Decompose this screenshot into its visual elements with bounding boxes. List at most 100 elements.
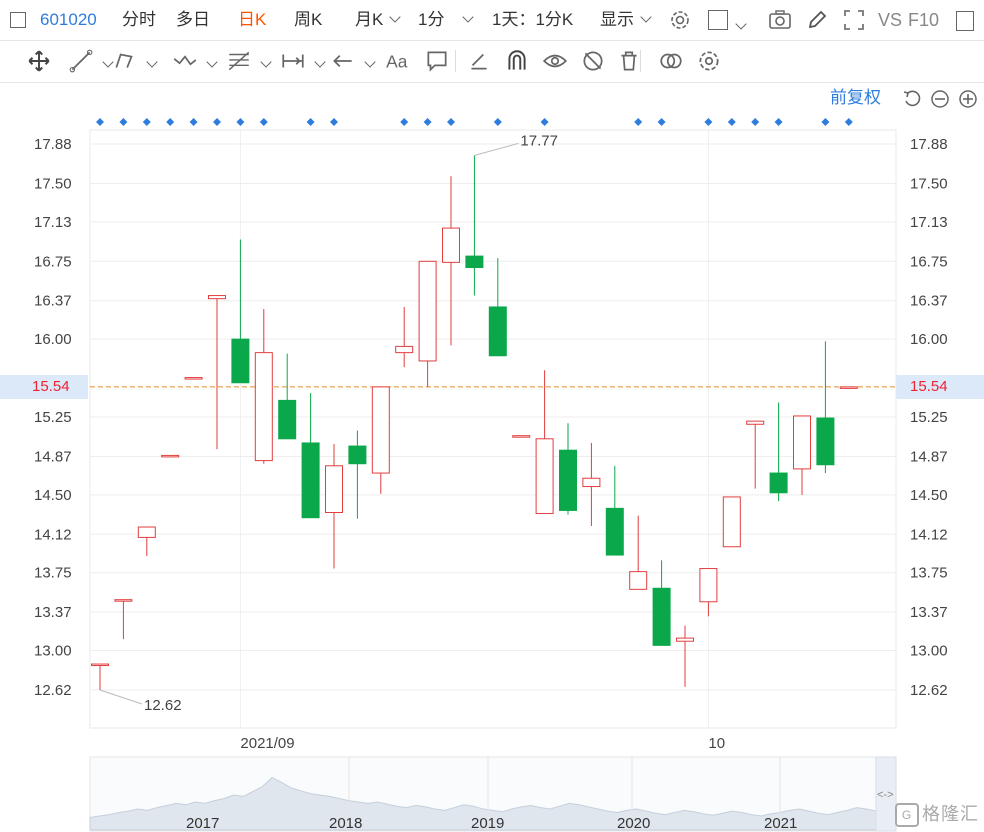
vs-button[interactable]: VS (878, 10, 903, 30)
navigator-window-handle[interactable] (875, 756, 897, 832)
candlestick[interactable] (512, 435, 531, 438)
candlestick[interactable] (699, 568, 718, 617)
zoom-out-icon[interactable] (930, 89, 950, 109)
event-marker-icon[interactable] (657, 118, 666, 126)
tool-trash[interactable] (612, 40, 652, 82)
candlestick[interactable] (395, 306, 414, 368)
candlestick[interactable] (418, 260, 437, 387)
candlestick[interactable] (161, 454, 180, 458)
tool-move[interactable] (22, 40, 62, 82)
event-marker-icon[interactable] (330, 118, 338, 126)
event-marker-icon[interactable] (447, 118, 455, 126)
candlestick[interactable] (254, 309, 273, 464)
candlestick[interactable] (348, 430, 367, 519)
tab-intraday[interactable]: 分时 (122, 10, 156, 29)
tool-polyline[interactable] (108, 40, 158, 82)
event-marker-icon[interactable] (844, 118, 853, 126)
display-select[interactable]: 显示 (600, 0, 652, 40)
candlestick[interactable] (746, 420, 765, 489)
tab-monthly-k[interactable]: 月K (355, 0, 402, 40)
candlestick[interactable] (325, 443, 343, 569)
candlestick[interactable] (676, 625, 694, 687)
tool-magnet[interactable] (500, 40, 540, 82)
tool-pen[interactable] (462, 40, 502, 82)
candlestick[interactable] (722, 496, 741, 548)
candlestick[interactable] (278, 353, 297, 440)
candlestick[interactable] (137, 526, 156, 557)
event-marker-icon[interactable] (96, 118, 104, 126)
candle-body (137, 526, 156, 538)
layout-icon[interactable] (708, 10, 728, 30)
candlestick[interactable] (465, 155, 484, 296)
camera-icon[interactable] (768, 9, 792, 31)
event-marker-icon[interactable] (236, 118, 245, 126)
candlestick[interactable] (582, 442, 601, 526)
pen-icon[interactable] (806, 9, 828, 31)
event-marker-icon[interactable] (634, 118, 643, 126)
settings-icon[interactable] (668, 8, 692, 32)
event-marker-icon[interactable] (540, 118, 549, 126)
candlestick[interactable] (184, 377, 203, 380)
event-marker-icon[interactable] (189, 118, 198, 126)
interval-select[interactable]: 1天：1分K (492, 10, 574, 29)
candlestick[interactable] (301, 393, 320, 519)
reset-icon[interactable] (902, 89, 922, 109)
candlestick[interactable] (629, 515, 648, 590)
candlestick[interactable] (839, 386, 858, 389)
candlestick[interactable] (793, 415, 811, 495)
tool-arrow[interactable] (326, 40, 376, 82)
event-marker-icon[interactable] (423, 118, 432, 126)
candlestick[interactable] (816, 341, 835, 474)
event-marker-icon[interactable] (727, 118, 736, 126)
candlestick[interactable] (442, 176, 460, 346)
event-marker-icon[interactable] (493, 118, 502, 126)
event-marker-icon[interactable] (704, 118, 713, 126)
tool-comment[interactable] (420, 40, 460, 82)
minute-select[interactable]: 1分 (418, 0, 475, 40)
tool-line[interactable] (64, 40, 114, 82)
candlestick[interactable] (371, 386, 390, 494)
drag-handle-icon[interactable]: <-> (877, 789, 894, 801)
navigator-year-label: 2021 (764, 815, 797, 832)
event-marker-icon[interactable] (751, 118, 760, 126)
candlestick[interactable] (769, 402, 788, 502)
event-marker-icon[interactable] (142, 118, 151, 126)
event-marker-icon[interactable] (400, 118, 409, 126)
sidebar-toggle-icon[interactable] (10, 12, 26, 28)
tab-weekly-k[interactable]: 周K (294, 10, 323, 29)
event-marker-icon[interactable] (306, 118, 315, 126)
adjust-mode-button[interactable]: 前复权 (830, 88, 881, 107)
f10-button[interactable]: F10 (908, 10, 940, 30)
tab-multi-day[interactable]: 多日 (176, 10, 210, 29)
candlestick[interactable] (91, 663, 109, 690)
candlestick[interactable] (652, 560, 671, 646)
candlestick[interactable] (535, 370, 554, 515)
stock-code[interactable]: 601020 (40, 10, 97, 29)
zoom-in-icon[interactable] (958, 89, 978, 109)
tool-settings[interactable] (692, 40, 732, 82)
tool-measure[interactable] (276, 40, 326, 82)
event-marker-icon[interactable] (259, 118, 268, 126)
event-marker-icon[interactable] (166, 118, 175, 126)
y-tick-label-right: 16.00 (910, 331, 948, 348)
tool-hide[interactable] (576, 40, 616, 82)
candlestick[interactable] (231, 239, 250, 384)
event-marker-icon[interactable] (213, 118, 221, 126)
tool-fib[interactable] (222, 40, 272, 82)
candlestick[interactable] (208, 295, 226, 450)
candlestick[interactable] (559, 423, 577, 515)
tool-link[interactable] (654, 40, 694, 82)
tool-eye[interactable] (538, 40, 578, 82)
fullscreen-icon[interactable] (843, 9, 865, 31)
tab-daily-k[interactable]: 日K (238, 10, 267, 29)
event-marker-icon[interactable] (821, 118, 830, 126)
panel-toggle-icon[interactable] (956, 11, 974, 31)
event-marker-icon[interactable] (119, 118, 128, 126)
candlestick[interactable] (605, 465, 624, 556)
candlestick[interactable] (488, 258, 507, 357)
candlestick[interactable] (114, 599, 133, 640)
tool-text[interactable]: Aa (380, 40, 420, 82)
event-marker-icon[interactable] (774, 118, 783, 126)
tool-wave[interactable] (168, 40, 218, 82)
